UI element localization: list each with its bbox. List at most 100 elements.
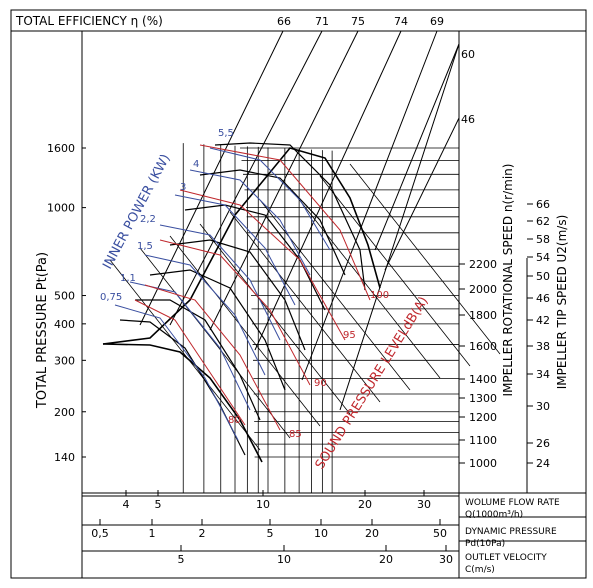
power-curve: [114, 304, 239, 441]
speed-tick-label: 2000: [469, 283, 497, 296]
speed-tick-label: 1400: [469, 373, 497, 386]
y-tick-label: 400: [54, 318, 75, 331]
x-tick-label: 5: [178, 553, 185, 566]
efficiency-diagonal: [254, 30, 402, 351]
y-tick-label: 500: [54, 290, 75, 303]
power-curve: [144, 254, 266, 376]
tip-speed-tick-label: 24: [536, 457, 550, 470]
speed-diagonal: [289, 187, 441, 379]
sound-curve: [199, 144, 371, 301]
sound-curve: [179, 189, 346, 341]
x-axis-label: DYNAMIC PRESSURE: [465, 527, 557, 537]
chart-grid: [82, 30, 533, 551]
x-tick-label: 10: [314, 527, 328, 540]
x-tick-label: 10: [277, 553, 291, 566]
sound-tick-label: 90: [314, 378, 327, 389]
x-tick-label: 20: [358, 498, 372, 511]
tip-speed-tick-label: 30: [536, 400, 550, 413]
power-tick-label: 1,5: [137, 241, 153, 252]
pressure-curve-1400: [149, 269, 286, 391]
speed-axis-label: IMPELLER ROTATIONAL SPEED n(r/min): [501, 164, 515, 397]
x-tick-label: 0,5: [91, 527, 109, 540]
y-tick-label: 300: [54, 354, 75, 367]
tip-speed-tick-label: 66: [536, 198, 550, 211]
sound-curve: [144, 284, 281, 431]
x-tick-label: 10: [256, 498, 270, 511]
tip-speed-tick-label: 42: [536, 314, 550, 327]
tip-speed-tick-label: 34: [536, 368, 550, 381]
sound-curve: [159, 239, 311, 386]
x-tick-label: 50: [433, 527, 447, 540]
power-tick-label: 5,5: [218, 128, 234, 139]
tip-speed-tick-label: 58: [536, 233, 550, 246]
x-tick-label: 1: [149, 527, 156, 540]
speed-tick-label: 1300: [469, 392, 497, 405]
chart-frame: [10, 9, 587, 579]
chart-labels: TOTAL EFFICIENCY η (%) 66 71 75 74 69 TOTAL PR…: [15, 14, 569, 575]
y-tick-label: 1000: [47, 202, 75, 215]
efficiency-diagonal: [301, 30, 438, 381]
x-tick-label: 30: [439, 553, 453, 566]
y-tick-label: 140: [54, 451, 75, 464]
tip-speed-tick-label: 38: [536, 340, 550, 353]
tip-speed-tick-label: 50: [536, 270, 550, 283]
speed-tick-label: 1600: [469, 340, 497, 353]
sound-axis-label: SOUND PRESSURE LEVELdB(A): [313, 294, 432, 472]
pressure-curve-2000: [199, 169, 346, 276]
efficiency-label: 74: [394, 15, 408, 28]
x-axis-label: OUTLET VELOCITY: [465, 553, 547, 563]
y-tick-label: 1600: [47, 142, 75, 155]
speed-diagonal: [229, 211, 381, 403]
x-tick-label: 20: [379, 553, 393, 566]
speed-top-label: 46: [461, 113, 475, 126]
efficiency-label: 71: [315, 15, 329, 28]
sound-curve: [134, 299, 246, 426]
sound-tick-label: 95: [343, 330, 356, 341]
speed-tick-label: 1800: [469, 309, 497, 322]
efficiency-diagonal: [169, 30, 323, 326]
efficiency-title: TOTAL EFFICIENCY η (%): [15, 14, 163, 28]
power-tick-label: 4: [193, 159, 199, 170]
pressure-curve-1000: [119, 319, 246, 456]
power-axis-label: INNER POWER (KW): [100, 152, 173, 272]
efficiency-diagonal: [139, 30, 284, 326]
efficiency-label: 66: [277, 15, 291, 28]
outer-border: [10, 9, 587, 579]
tip-speed-axis-label: IMPELLER TIP SPEED U2(m/s): [555, 215, 569, 390]
tip-speed-tick-label: 62: [536, 215, 550, 228]
y-axis-label: TOTAL PRESSURE Pt(Pa): [35, 252, 50, 409]
x-tick-label: 20: [365, 527, 379, 540]
x-tick-label: 4: [123, 498, 130, 511]
speed-top-label: 60: [461, 48, 475, 61]
speed-diagonal: [319, 175, 471, 367]
power-curve: [209, 147, 331, 251]
speed-diagonal-60: [374, 43, 460, 251]
power-curve: [174, 194, 296, 306]
power-curve: [189, 169, 311, 276]
fan-curves: [102, 142, 381, 463]
sound-tick-label: 100: [370, 290, 389, 301]
speed-diagonal: [139, 247, 291, 439]
x-axis-label: WOLUME FLOW RATE: [465, 498, 560, 508]
efficiency-label: 75: [351, 15, 365, 28]
x-tick-label: 30: [417, 498, 431, 511]
sound-tick-label: 80: [228, 415, 241, 426]
speed-diagonal: [169, 235, 321, 427]
pressure-curve-1600: [169, 239, 306, 351]
sound-tick-label: 85: [289, 429, 302, 440]
tip-speed-tick-label: 46: [536, 292, 550, 305]
speed-tick-label: 1200: [469, 411, 497, 424]
power-tick-label: 2,2: [140, 214, 156, 225]
speed-diagonal-46: [384, 117, 460, 271]
speed-tick-label: 1000: [469, 457, 497, 470]
pressure-curve-1800: [184, 204, 326, 311]
pressure-curve-2200: [214, 142, 366, 291]
x-tick-label: 5: [267, 527, 274, 540]
x-tick-label: 2: [199, 527, 206, 540]
x-axis-unit: Pd(10Pa): [465, 539, 505, 549]
efficiency-label: 69: [430, 15, 444, 28]
power-curve: [159, 224, 281, 341]
pressure-curve-1200: [135, 299, 261, 421]
speed-tick-label: 2200: [469, 258, 497, 271]
